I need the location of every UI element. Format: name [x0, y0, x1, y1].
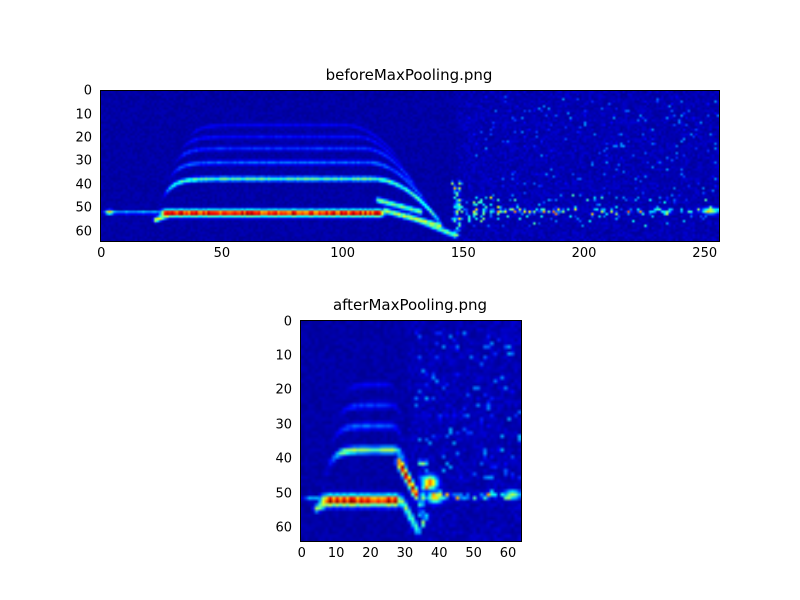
x-tick-label: 60 [499, 546, 517, 561]
x-tick-label: 20 [362, 546, 379, 561]
before-plot-axes [100, 90, 720, 242]
y-tick-label: 20 [275, 382, 292, 398]
y-tick-label: 10 [275, 348, 292, 364]
y-tick-label: 50 [275, 486, 292, 502]
x-tick-label: 50 [213, 246, 231, 261]
y-tick-label: 0 [83, 83, 92, 99]
y-tick-label: 30 [275, 417, 292, 433]
y-tick-label: 60 [75, 224, 92, 240]
x-tick-label: 250 [692, 246, 718, 261]
y-tick-label: 60 [275, 520, 292, 536]
after-plot-axes [300, 320, 522, 542]
x-tick-label: 200 [571, 246, 597, 261]
y-tick-label: 0 [283, 314, 292, 330]
y-tick-label: 30 [75, 153, 92, 169]
y-tick-label: 40 [75, 177, 92, 193]
after-heatmap-canvas [301, 321, 521, 541]
x-tick-label: 10 [327, 546, 345, 561]
x-tick-label: 30 [396, 546, 414, 561]
y-tick-label: 20 [75, 130, 92, 146]
x-tick-label: 40 [430, 546, 448, 561]
before-heatmap-canvas [101, 91, 719, 241]
y-tick-label: 40 [275, 451, 292, 467]
x-tick-label: 50 [465, 546, 482, 561]
before-plot-title: beforeMaxPooling.png [325, 66, 493, 84]
y-tick-label: 10 [75, 107, 92, 123]
x-tick-label: 100 [330, 246, 356, 261]
x-tick-label: 0 [297, 546, 306, 561]
x-tick-label: 150 [450, 246, 476, 261]
x-tick-label: 0 [97, 246, 106, 261]
y-tick-label: 50 [75, 200, 92, 216]
after-plot-title: afterMaxPooling.png [332, 296, 488, 314]
